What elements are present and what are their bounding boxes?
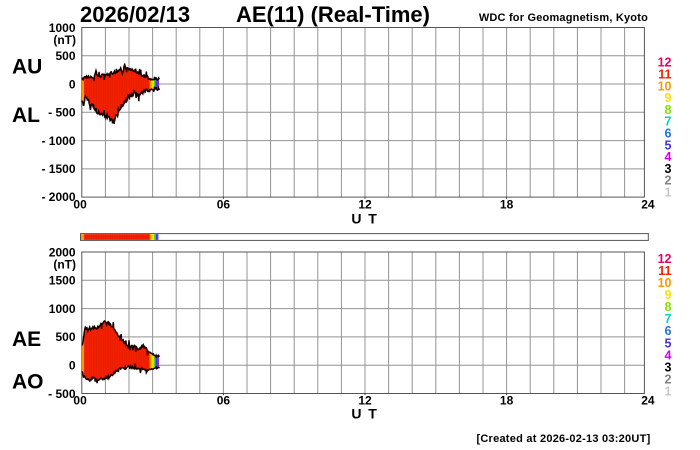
svg-text:24: 24	[641, 197, 655, 211]
svg-text:8: 8	[665, 300, 672, 314]
svg-text:- 1500: - 1500	[41, 162, 75, 176]
svg-text:AU: AU	[12, 55, 42, 78]
svg-text:4: 4	[665, 348, 672, 362]
svg-text:10: 10	[658, 79, 672, 93]
svg-text:18: 18	[500, 197, 514, 211]
svg-text:0: 0	[69, 77, 76, 91]
svg-text:500: 500	[55, 330, 75, 344]
svg-text:1: 1	[665, 385, 672, 399]
svg-text:1: 1	[665, 186, 672, 200]
svg-text:12: 12	[658, 56, 672, 70]
svg-text:00: 00	[73, 197, 87, 211]
svg-text:500: 500	[55, 49, 75, 63]
svg-text:5: 5	[665, 138, 672, 152]
svg-text:U T: U T	[351, 211, 378, 227]
svg-text:6: 6	[665, 127, 672, 141]
svg-text:- 2000: - 2000	[41, 190, 75, 204]
svg-text:0: 0	[69, 359, 76, 373]
svg-text:[Created at 2026-02-13 03:20UT: [Created at 2026-02-13 03:20UT]	[476, 433, 650, 445]
svg-text:24: 24	[641, 394, 655, 408]
svg-text:1000: 1000	[49, 302, 76, 316]
svg-text:9: 9	[665, 91, 672, 105]
svg-text:12: 12	[358, 394, 372, 408]
svg-text:6: 6	[665, 324, 672, 338]
svg-text:1500: 1500	[49, 274, 76, 288]
svg-text:2: 2	[665, 372, 672, 386]
svg-text:U T: U T	[351, 405, 378, 421]
svg-text:00: 00	[73, 394, 87, 408]
svg-text:11: 11	[658, 68, 671, 82]
svg-text:4: 4	[665, 150, 672, 164]
svg-text:12: 12	[658, 252, 672, 266]
svg-text:10: 10	[658, 276, 672, 290]
svg-text:18: 18	[500, 394, 514, 408]
svg-text:- 500: - 500	[48, 387, 76, 401]
svg-text:3: 3	[665, 360, 672, 374]
svg-text:(nT): (nT)	[53, 258, 76, 272]
svg-text:2026/02/13: 2026/02/13	[80, 2, 190, 27]
svg-text:06: 06	[217, 394, 231, 408]
svg-text:AO: AO	[12, 371, 44, 394]
svg-text:1000: 1000	[49, 21, 76, 35]
svg-text:06: 06	[217, 197, 231, 211]
svg-text:2: 2	[665, 174, 672, 188]
svg-text:11: 11	[658, 264, 671, 278]
svg-text:AL: AL	[12, 104, 40, 127]
svg-text:WDC for Geomagnetism, Kyoto: WDC for Geomagnetism, Kyoto	[479, 12, 648, 24]
svg-text:AE: AE	[12, 328, 41, 351]
svg-text:- 500: - 500	[48, 106, 76, 120]
svg-text:3: 3	[665, 162, 672, 176]
svg-text:7: 7	[665, 312, 672, 326]
svg-text:2000: 2000	[49, 245, 76, 259]
svg-text:AE(11) (Real-Time): AE(11) (Real-Time)	[236, 2, 430, 27]
svg-text:- 1000: - 1000	[41, 134, 75, 148]
svg-text:8: 8	[665, 103, 672, 117]
svg-text:12: 12	[358, 197, 372, 211]
svg-text:7: 7	[665, 115, 672, 129]
svg-text:(nT): (nT)	[53, 33, 76, 47]
svg-text:5: 5	[665, 336, 672, 350]
svg-text:9: 9	[665, 288, 672, 302]
